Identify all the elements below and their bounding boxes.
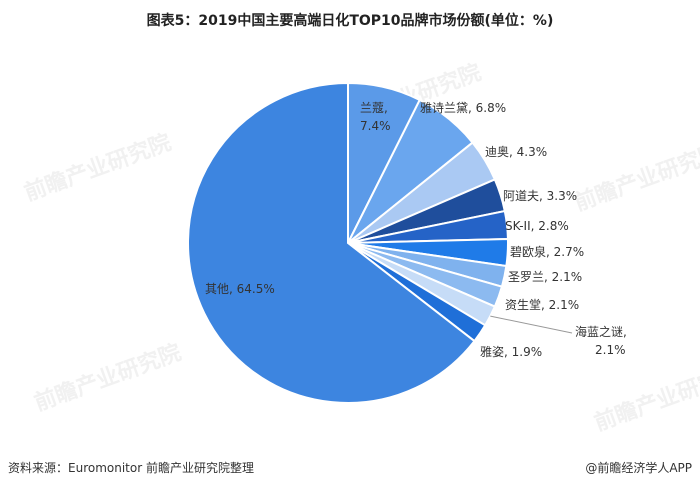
source-note: 资料来源：Euromonitor 前瞻产业研究院整理 xyxy=(8,461,254,475)
slice-label-5: 碧欧泉, 2.7% xyxy=(510,245,584,259)
slice-label-2: 迪奥, 4.3% xyxy=(485,145,547,159)
slice-label-10: 其他, 64.5% xyxy=(205,282,275,296)
slice-label-4: SK-II, 2.8% xyxy=(505,219,569,233)
slice-label-6: 圣罗兰, 2.1% xyxy=(508,270,582,284)
slice-label-7: 资生堂, 2.1% xyxy=(505,298,579,312)
brand-credit: @前瞻经济学人APP xyxy=(585,461,692,475)
slice-label-8: 海蓝之谜, 2.1% xyxy=(575,324,627,357)
pie-slice-10 xyxy=(187,81,476,404)
leader-line xyxy=(490,315,573,334)
chart-title: 图表5：2019中国主要高端日化TOP10品牌市场份额(单位：%) xyxy=(146,13,554,29)
slice-label-0: 兰蔻, 7.4% xyxy=(360,101,391,133)
slice-label-3: 阿道夫, 3.3% xyxy=(503,189,577,203)
slice-label-9: 雅姿, 1.9% xyxy=(480,344,542,359)
slice-label-1: 雅诗兰黛, 6.8% xyxy=(420,100,506,115)
